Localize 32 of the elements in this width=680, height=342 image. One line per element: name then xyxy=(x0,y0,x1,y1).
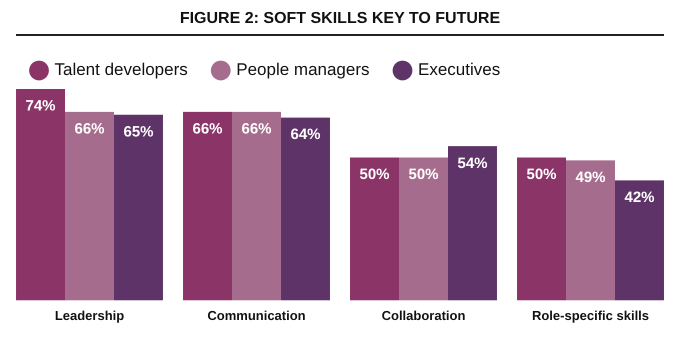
chart-title: FIGURE 2: SOFT SKILLS KEY TO FUTURE xyxy=(16,0,664,36)
bar xyxy=(614,180,664,300)
x-tick-label: Leadership xyxy=(54,308,124,323)
legend-label: Talent developers xyxy=(54,60,188,80)
bar xyxy=(183,112,232,300)
data-label: 54% xyxy=(457,154,488,172)
data-label: 50% xyxy=(408,166,439,184)
bar xyxy=(517,158,566,300)
bar xyxy=(399,158,448,300)
data-label: 66% xyxy=(192,120,223,138)
bar xyxy=(16,89,66,300)
data-label: 49% xyxy=(575,169,606,186)
data-label: 64% xyxy=(290,126,320,144)
x-tick-label: Role-specific skills xyxy=(532,308,650,323)
data-label: 65% xyxy=(123,123,154,140)
x-tick-label: Communication xyxy=(207,308,306,323)
bar xyxy=(280,118,330,300)
data-label: 50% xyxy=(526,166,557,184)
data-label: 74% xyxy=(26,98,56,115)
data-label: 66% xyxy=(74,120,105,138)
data-label: 50% xyxy=(360,166,390,184)
bar xyxy=(232,112,281,300)
bar xyxy=(114,114,163,300)
x-tick-label: Collaboration xyxy=(382,308,466,323)
bar xyxy=(65,112,114,300)
legend-label: Executives xyxy=(418,60,500,80)
bar xyxy=(566,160,615,300)
data-label: 66% xyxy=(241,120,272,138)
bar xyxy=(350,158,400,300)
bar xyxy=(448,146,497,300)
legend-label: People managers xyxy=(236,60,370,80)
data-label: 42% xyxy=(624,189,654,206)
